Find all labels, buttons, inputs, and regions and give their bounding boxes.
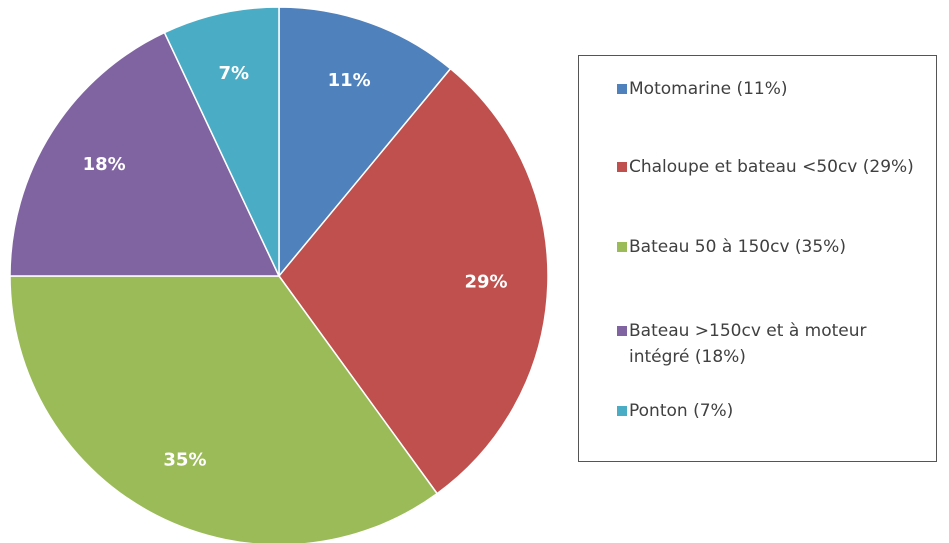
pie-slice xyxy=(278,67,549,495)
legend-swatch xyxy=(617,84,627,94)
data-label: 35% xyxy=(163,450,206,471)
data-label: 18% xyxy=(83,154,126,175)
legend-label: Motomarine (11%) xyxy=(629,79,788,99)
legend-swatch xyxy=(617,326,627,336)
data-label: 29% xyxy=(464,272,507,293)
legend-swatch xyxy=(617,242,627,252)
legend-swatch xyxy=(617,406,627,416)
legend-label: Bateau 50 à 150cv (35%) xyxy=(629,237,846,257)
legend-label: Chaloupe et bateau <50cv (29%) xyxy=(629,157,914,177)
pie-slice xyxy=(278,6,452,279)
data-label: 11% xyxy=(328,70,371,91)
pie-slice xyxy=(163,6,280,277)
legend: Motomarine (11%) Chaloupe et bateau <50cv… xyxy=(578,55,937,462)
legend-label: Ponton (7%) xyxy=(629,401,734,421)
pie-slice xyxy=(9,31,281,277)
legend-label: Bateau >150cv et à moteur intégré (18%) xyxy=(629,321,867,367)
legend-swatch xyxy=(617,162,627,172)
pie-slice xyxy=(9,275,439,543)
data-label: 7% xyxy=(219,63,250,84)
